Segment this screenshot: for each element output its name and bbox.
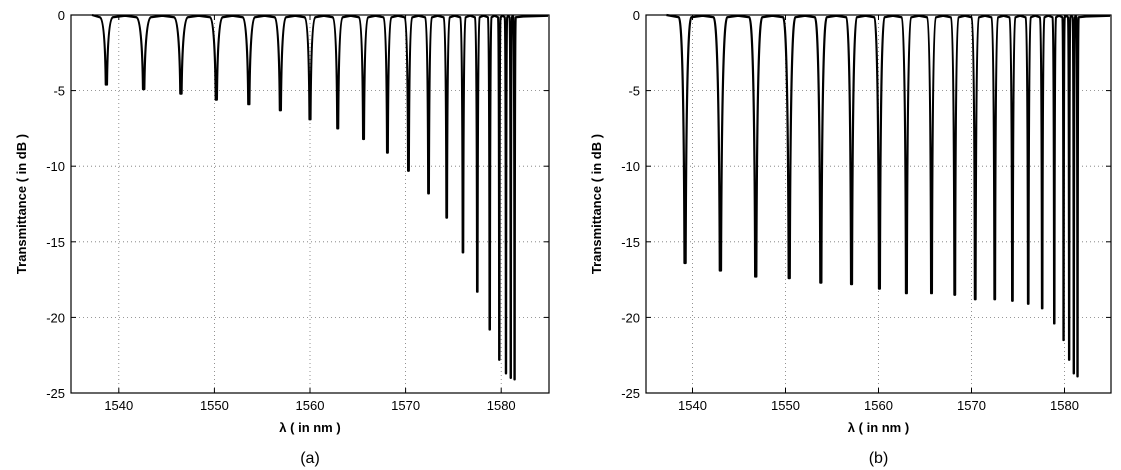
chart-b: 1540 1550 1560 1570 1580 0 -5 -10 -15 -20 -25 λ ( i… [589,8,1112,467]
chart-panel-a: 1540 1550 1560 1570 1580 0 -5 -10 -15 -20 -25 λ ( i… [0,0,560,470]
x-tick-label: 1540 [678,398,707,413]
y-tick-label: -25 [621,386,640,401]
panel-caption: (a) [300,450,320,467]
y-tick-label: -10 [46,159,65,174]
y-tick-label: -15 [621,235,640,250]
x-tick-label: 1580 [1050,398,1079,413]
series-trace [666,13,1111,378]
panel-caption: (b) [869,450,889,467]
y-tick-label: -20 [46,310,65,325]
x-tick-label: 1570 [957,398,986,413]
x-tick-label: 1560 [296,398,325,413]
x-tick-label: 1560 [864,398,893,413]
chart-panel-b: 1540 1550 1560 1570 1580 0 -5 -10 -15 -20 -25 λ ( i… [560,0,1120,470]
x-axis-label: λ ( in nm ) [848,420,909,435]
y-tick-label: -5 [628,84,640,99]
x-axis-label: λ ( in nm ) [279,420,340,435]
x-tick-label: 1550 [200,398,229,413]
y-axis-label: Transmittance ( in dB ) [589,134,604,274]
y-axis-label: Transmittance ( in dB ) [14,134,29,274]
x-tick-label: 1550 [771,398,800,413]
x-tick-label: 1580 [487,398,516,413]
y-tick-label: -25 [46,386,65,401]
y-tick-label: -20 [621,310,640,325]
y-tick-label: 0 [58,8,65,23]
chart-a: 1540 1550 1560 1570 1580 0 -5 -10 -15 -20 -25 λ ( i… [14,8,550,467]
y-tick-label: -5 [53,84,65,99]
series-trace [91,13,549,381]
y-tick-label: 0 [633,8,640,23]
y-tick-label: -10 [621,159,640,174]
y-tick-label: -15 [46,235,65,250]
x-tick-label: 1570 [391,398,420,413]
x-tick-label: 1540 [104,398,133,413]
